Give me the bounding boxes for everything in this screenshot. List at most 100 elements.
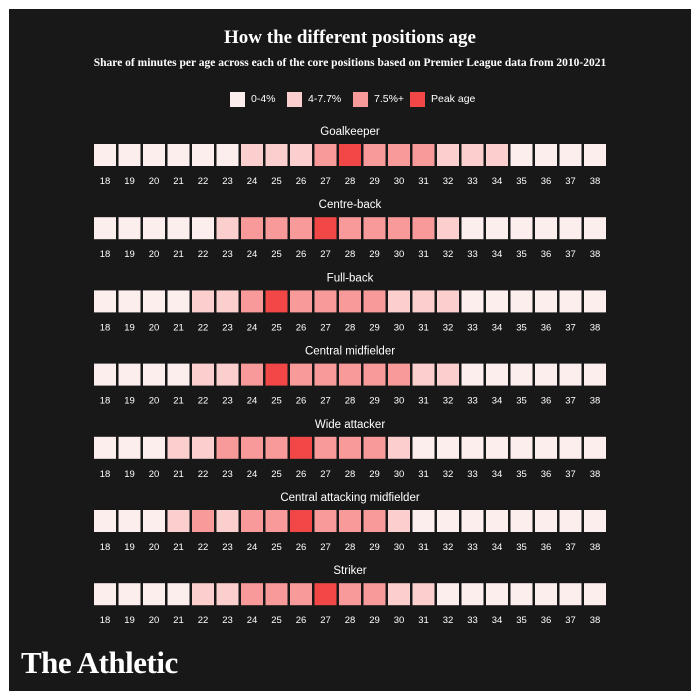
cell-goalkeeper-age-38: [584, 144, 606, 166]
cell-centre-back-age-31: [412, 217, 435, 240]
age-label-central-midfielder-28: 28: [345, 396, 356, 407]
age-label-wide-attacker-38: 38: [590, 469, 601, 480]
cell-central-midfielder-age-23: [216, 363, 239, 386]
age-label-striker-22: 22: [198, 615, 209, 626]
cell-wide-attacker-age-22: [192, 436, 214, 459]
cell-striker-age-37: [559, 583, 582, 606]
age-label-central-midfielder-36: 36: [541, 396, 552, 407]
cell-centre-back-age-35: [510, 217, 533, 240]
cell-goalkeeper-age-23: [216, 144, 239, 166]
cell-full-back-age-22: [192, 290, 214, 313]
age-label-full-back-37: 37: [565, 322, 576, 333]
age-label-central-midfielder-23: 23: [222, 396, 233, 407]
cell-wide-attacker-age-20: [143, 436, 165, 459]
cell-striker-age-32: [437, 583, 459, 606]
age-label-striker-25: 25: [271, 615, 282, 626]
age-label-centre-back-22: 22: [198, 249, 209, 260]
cell-wide-attacker-age-36: [535, 436, 557, 459]
legend-swatch-low: [230, 91, 245, 107]
age-label-goalkeeper-32: 32: [443, 176, 454, 187]
cell-central-attacking-midfielder-age-36: [535, 510, 557, 532]
age-label-goalkeeper-27: 27: [320, 176, 331, 187]
cell-central-attacking-midfielder-age-19: [118, 510, 141, 532]
legend-label-mid: 4-7.7%: [308, 93, 342, 105]
cell-striker-age-26: [290, 583, 312, 606]
cell-wide-attacker-age-24: [241, 436, 263, 459]
cell-wide-attacker-age-18: [94, 436, 116, 459]
age-label-central-attacking-midfielder-24: 24: [247, 542, 258, 553]
age-label-full-back-29: 29: [369, 322, 380, 333]
age-label-goalkeeper-20: 20: [149, 176, 160, 187]
age-label-wide-attacker-22: 22: [198, 469, 209, 480]
age-label-centre-back-30: 30: [394, 249, 405, 260]
cell-central-attacking-midfielder-age-38: [584, 510, 606, 532]
age-label-full-back-22: 22: [198, 322, 209, 333]
cell-wide-attacker-age-32: [437, 436, 459, 459]
cell-goalkeeper-age-35: [510, 144, 533, 166]
cell-striker-age-21: [167, 583, 190, 606]
age-label-goalkeeper-19: 19: [124, 176, 135, 187]
cell-central-attacking-midfielder-age-29: [363, 510, 386, 532]
age-label-striker-38: 38: [590, 615, 601, 626]
cell-centre-back-age-21: [167, 217, 190, 240]
cell-full-back-age-24: [241, 290, 263, 313]
age-label-wide-attacker-32: 32: [443, 469, 454, 480]
cell-central-midfielder-age-18: [94, 363, 116, 386]
age-label-central-attacking-midfielder-18: 18: [100, 542, 111, 553]
cell-goalkeeper-age-32: [437, 144, 459, 166]
age-label-central-midfielder-30: 30: [394, 396, 405, 407]
age-label-central-midfielder-32: 32: [443, 396, 454, 407]
age-label-wide-attacker-28: 28: [345, 469, 356, 480]
cell-full-back-age-23: [216, 290, 239, 313]
age-label-central-attacking-midfielder-30: 30: [394, 542, 405, 553]
age-label-central-midfielder-24: 24: [247, 396, 258, 407]
cell-wide-attacker-age-34: [486, 436, 508, 459]
age-label-wide-attacker-24: 24: [247, 469, 258, 480]
cell-full-back-age-38: [584, 290, 606, 313]
cell-centre-back-age-26: [290, 217, 312, 240]
age-label-wide-attacker-20: 20: [149, 469, 160, 480]
cell-central-midfielder-age-35: [510, 363, 533, 386]
cell-striker-age-25: [265, 583, 288, 606]
legend-swatch-mid: [287, 91, 302, 107]
cell-central-midfielder-age-22: [192, 363, 214, 386]
legend-label-high: 7.5%+: [374, 93, 405, 105]
cell-centre-back-age-22: [192, 217, 214, 240]
cell-central-attacking-midfielder-age-34: [486, 510, 508, 532]
position-title-goalkeeper: Goalkeeper: [320, 126, 380, 138]
cell-central-attacking-midfielder-age-27: [314, 510, 337, 532]
age-label-centre-back-20: 20: [149, 249, 160, 260]
age-label-central-attacking-midfielder-23: 23: [222, 542, 233, 553]
age-label-central-attacking-midfielder-35: 35: [516, 542, 527, 553]
age-label-wide-attacker-33: 33: [467, 469, 478, 480]
age-label-central-midfielder-20: 20: [149, 396, 160, 407]
cell-central-midfielder-age-25: [265, 363, 288, 386]
age-label-centre-back-25: 25: [271, 249, 282, 260]
cell-centre-back-age-27: [314, 217, 337, 240]
cell-wide-attacker-age-26: [290, 436, 312, 459]
age-label-central-midfielder-18: 18: [100, 396, 111, 407]
position-title-centre-back: Centre-back: [319, 199, 382, 211]
age-label-striker-35: 35: [516, 615, 527, 626]
age-label-goalkeeper-30: 30: [394, 176, 405, 187]
age-label-striker-26: 26: [296, 615, 307, 626]
heatmap-chart: Goalkeeper 18 19 20 21 22 23 24 25 26 27 28 29 30 31 32…: [94, 126, 606, 626]
cell-central-midfielder-age-31: [412, 363, 435, 386]
cell-central-midfielder-age-37: [559, 363, 582, 386]
age-label-central-midfielder-34: 34: [492, 396, 503, 407]
age-label-central-attacking-midfielder-33: 33: [467, 542, 478, 553]
cell-central-attacking-midfielder-age-24: [241, 510, 263, 532]
cell-wide-attacker-age-28: [339, 436, 361, 459]
cell-goalkeeper-age-29: [363, 144, 386, 166]
age-label-centre-back-23: 23: [222, 249, 233, 260]
age-label-full-back-19: 19: [124, 322, 135, 333]
cell-central-midfielder-age-28: [339, 363, 361, 386]
age-label-goalkeeper-28: 28: [345, 176, 356, 187]
age-label-full-back-27: 27: [320, 322, 331, 333]
age-label-central-attacking-midfielder-27: 27: [320, 542, 331, 553]
cell-full-back-age-27: [314, 290, 337, 313]
legend-swatch-high: [353, 91, 368, 107]
cell-central-midfielder-age-26: [290, 363, 312, 386]
cell-full-back-age-32: [437, 290, 459, 313]
age-label-striker-30: 30: [394, 615, 405, 626]
